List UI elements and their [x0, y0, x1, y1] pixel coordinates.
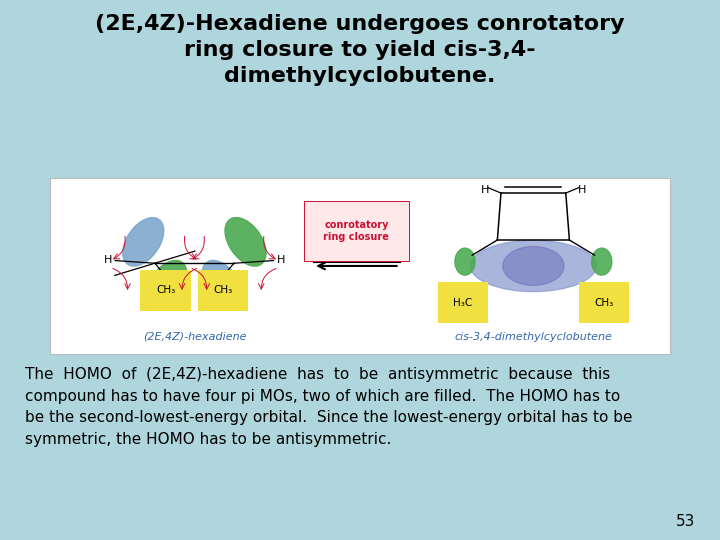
Ellipse shape — [146, 260, 187, 309]
Ellipse shape — [225, 218, 266, 266]
Text: CH₃: CH₃ — [214, 285, 233, 295]
Text: (2E,4Z)-hexadiene: (2E,4Z)-hexadiene — [143, 332, 246, 342]
Text: cis-3,4-dimethylcyclobutene: cis-3,4-dimethylcyclobutene — [454, 332, 612, 342]
Ellipse shape — [592, 248, 612, 275]
Text: CH₃: CH₃ — [594, 298, 613, 308]
Text: 53: 53 — [675, 514, 695, 529]
Ellipse shape — [202, 260, 243, 309]
Ellipse shape — [503, 246, 564, 286]
Text: The  HOMO  of  (2E,4Z)-hexadiene  has  to  be  antisymmetric  because  this
comp: The HOMO of (2E,4Z)-hexadiene has to be … — [25, 367, 633, 447]
Text: H: H — [577, 185, 586, 195]
Ellipse shape — [470, 240, 596, 292]
Text: H: H — [276, 255, 285, 265]
Text: conrotatory
ring closure: conrotatory ring closure — [323, 220, 390, 241]
Text: H: H — [481, 185, 490, 195]
Text: CH₃: CH₃ — [156, 285, 175, 295]
Text: H₃C: H₃C — [453, 298, 472, 308]
Text: (2E,4Z)-Hexadiene undergoes conrotatory
ring closure to yield cis-3,4-
dimethylc: (2E,4Z)-Hexadiene undergoes conrotatory … — [95, 14, 625, 86]
Text: H: H — [104, 255, 112, 265]
FancyBboxPatch shape — [50, 178, 670, 354]
Ellipse shape — [122, 218, 163, 266]
Ellipse shape — [455, 248, 475, 275]
